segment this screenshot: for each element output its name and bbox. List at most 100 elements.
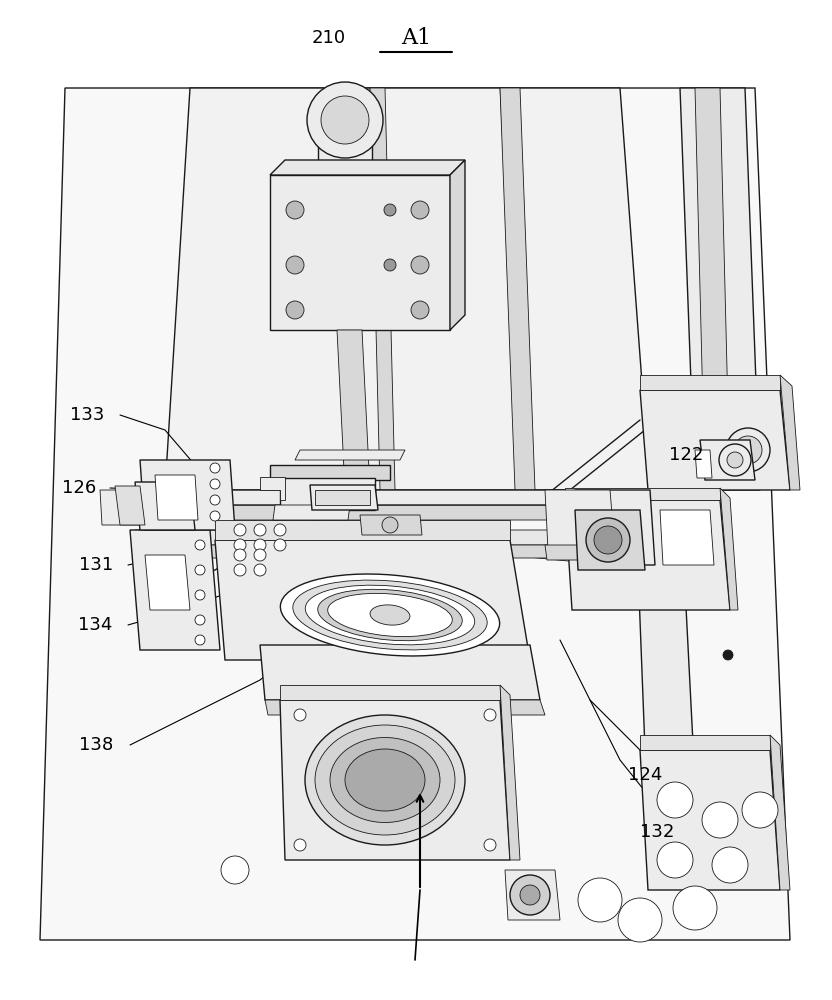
Polygon shape	[145, 555, 190, 610]
Circle shape	[411, 301, 429, 319]
Ellipse shape	[293, 580, 488, 650]
Circle shape	[234, 549, 246, 561]
Polygon shape	[100, 490, 148, 525]
Polygon shape	[450, 160, 465, 330]
Polygon shape	[545, 545, 618, 560]
Polygon shape	[280, 478, 375, 510]
Polygon shape	[640, 750, 780, 890]
Polygon shape	[155, 490, 670, 505]
Text: 210: 210	[311, 29, 346, 47]
Polygon shape	[660, 510, 714, 565]
Polygon shape	[215, 520, 510, 540]
Circle shape	[274, 539, 286, 551]
Circle shape	[594, 526, 622, 554]
Polygon shape	[135, 482, 195, 530]
Polygon shape	[135, 530, 665, 545]
Text: 122: 122	[669, 446, 704, 464]
Polygon shape	[215, 540, 530, 660]
Polygon shape	[575, 490, 655, 565]
Circle shape	[734, 436, 762, 464]
Polygon shape	[280, 685, 500, 700]
Circle shape	[195, 635, 205, 645]
Polygon shape	[155, 475, 198, 520]
Circle shape	[723, 650, 733, 660]
Polygon shape	[318, 115, 372, 185]
Ellipse shape	[330, 738, 440, 822]
Polygon shape	[695, 450, 712, 478]
Ellipse shape	[370, 605, 410, 625]
Ellipse shape	[318, 589, 463, 641]
Ellipse shape	[328, 593, 453, 637]
Circle shape	[484, 709, 496, 721]
Circle shape	[210, 511, 220, 521]
Polygon shape	[635, 490, 700, 880]
Circle shape	[742, 792, 778, 828]
Circle shape	[510, 875, 550, 915]
Polygon shape	[260, 477, 285, 500]
Polygon shape	[565, 488, 720, 500]
Text: 134: 134	[78, 616, 113, 634]
Polygon shape	[130, 530, 220, 650]
Circle shape	[586, 518, 630, 562]
Ellipse shape	[345, 749, 425, 811]
Ellipse shape	[305, 715, 465, 845]
Polygon shape	[270, 160, 465, 175]
Polygon shape	[780, 375, 800, 490]
Text: 138: 138	[78, 736, 113, 754]
Circle shape	[210, 463, 220, 473]
Polygon shape	[135, 545, 665, 558]
Circle shape	[411, 201, 429, 219]
Text: 133: 133	[70, 406, 105, 424]
Ellipse shape	[305, 585, 475, 645]
Circle shape	[712, 847, 748, 883]
Polygon shape	[310, 485, 378, 510]
Polygon shape	[330, 185, 360, 230]
Circle shape	[321, 96, 369, 144]
Circle shape	[286, 256, 304, 274]
Text: A1: A1	[401, 27, 431, 49]
Circle shape	[254, 539, 266, 551]
Polygon shape	[265, 700, 545, 715]
Circle shape	[254, 549, 266, 561]
Polygon shape	[640, 390, 790, 490]
Polygon shape	[500, 88, 535, 490]
Polygon shape	[165, 88, 650, 490]
Circle shape	[384, 259, 396, 271]
Circle shape	[221, 856, 249, 884]
Polygon shape	[360, 515, 422, 535]
Circle shape	[484, 839, 496, 851]
Polygon shape	[270, 175, 450, 330]
Circle shape	[210, 479, 220, 489]
Circle shape	[382, 517, 398, 533]
Polygon shape	[260, 645, 540, 700]
Circle shape	[702, 802, 738, 838]
Polygon shape	[337, 330, 370, 490]
Polygon shape	[720, 488, 738, 610]
Circle shape	[234, 564, 246, 576]
Polygon shape	[565, 500, 730, 610]
Circle shape	[294, 709, 306, 721]
Text: 131: 131	[78, 556, 113, 574]
Circle shape	[195, 590, 205, 600]
Circle shape	[234, 539, 246, 551]
Bar	[315, 490, 370, 505]
Text: 126: 126	[62, 479, 97, 497]
Circle shape	[411, 256, 429, 274]
Polygon shape	[273, 505, 350, 520]
Polygon shape	[700, 440, 755, 480]
Polygon shape	[140, 460, 235, 530]
Circle shape	[618, 898, 662, 942]
Circle shape	[673, 886, 717, 930]
Text: 132: 132	[640, 823, 675, 841]
Circle shape	[726, 428, 770, 472]
Circle shape	[657, 842, 693, 878]
Polygon shape	[640, 375, 780, 390]
Circle shape	[578, 878, 622, 922]
Circle shape	[719, 444, 751, 476]
Polygon shape	[680, 88, 760, 490]
Polygon shape	[575, 510, 645, 570]
Circle shape	[727, 452, 743, 468]
Circle shape	[286, 301, 304, 319]
Circle shape	[384, 204, 396, 216]
Circle shape	[195, 615, 205, 625]
